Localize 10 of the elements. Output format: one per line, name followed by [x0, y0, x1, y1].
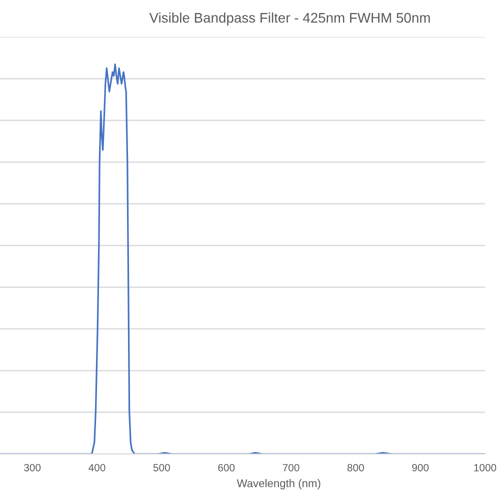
x-tick-label: 300	[24, 464, 41, 472]
x-tick-label: 700	[282, 464, 300, 472]
x-tick-label: 600	[218, 464, 235, 472]
chart-title: Visible Bandpass Filter - 425nm FWHM 50nm	[149, 12, 430, 26]
x-tick-label: 500	[153, 464, 170, 472]
x-axis-title: Wavelength (nm)	[236, 479, 320, 490]
x-tick-label: 400	[88, 464, 106, 472]
x-tick-label: 800	[347, 464, 364, 472]
x-tick-label: 900	[412, 464, 429, 472]
x-tick-label: 1000	[474, 464, 496, 472]
